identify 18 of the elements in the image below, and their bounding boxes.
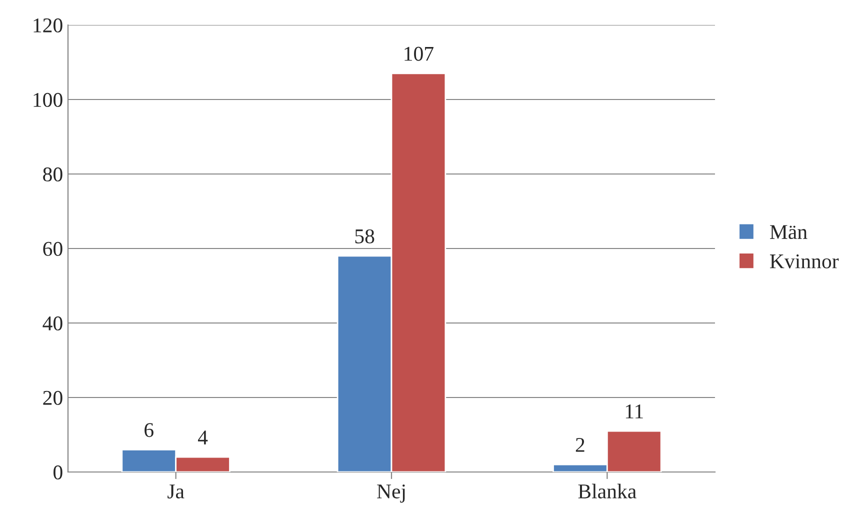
y-tick-label: 80 — [43, 167, 62, 182]
y-tick-label: 20 — [43, 390, 62, 405]
data-label: 4 — [198, 430, 208, 444]
y-tick-label: 40 — [42, 316, 62, 330]
y-tick-label: 120 — [34, 18, 62, 32]
legend-label: Män — [770, 225, 808, 240]
data-label: 58 — [355, 229, 374, 244]
x-tick-label: Blanka — [578, 484, 636, 498]
y-tick-label: 0 — [54, 465, 62, 480]
data-label: 107 — [404, 46, 434, 61]
data-label: 2 — [576, 438, 584, 452]
x-tick-label: Ja — [168, 484, 184, 498]
data-label: 11 — [626, 404, 643, 418]
y-tick-label: 60 — [43, 242, 62, 256]
x-tick-label: Nej — [377, 484, 405, 503]
y-tick-label: 100 — [34, 92, 62, 107]
data-label: 6 — [144, 423, 154, 438]
legend-label: Kvinnor — [770, 254, 839, 268]
